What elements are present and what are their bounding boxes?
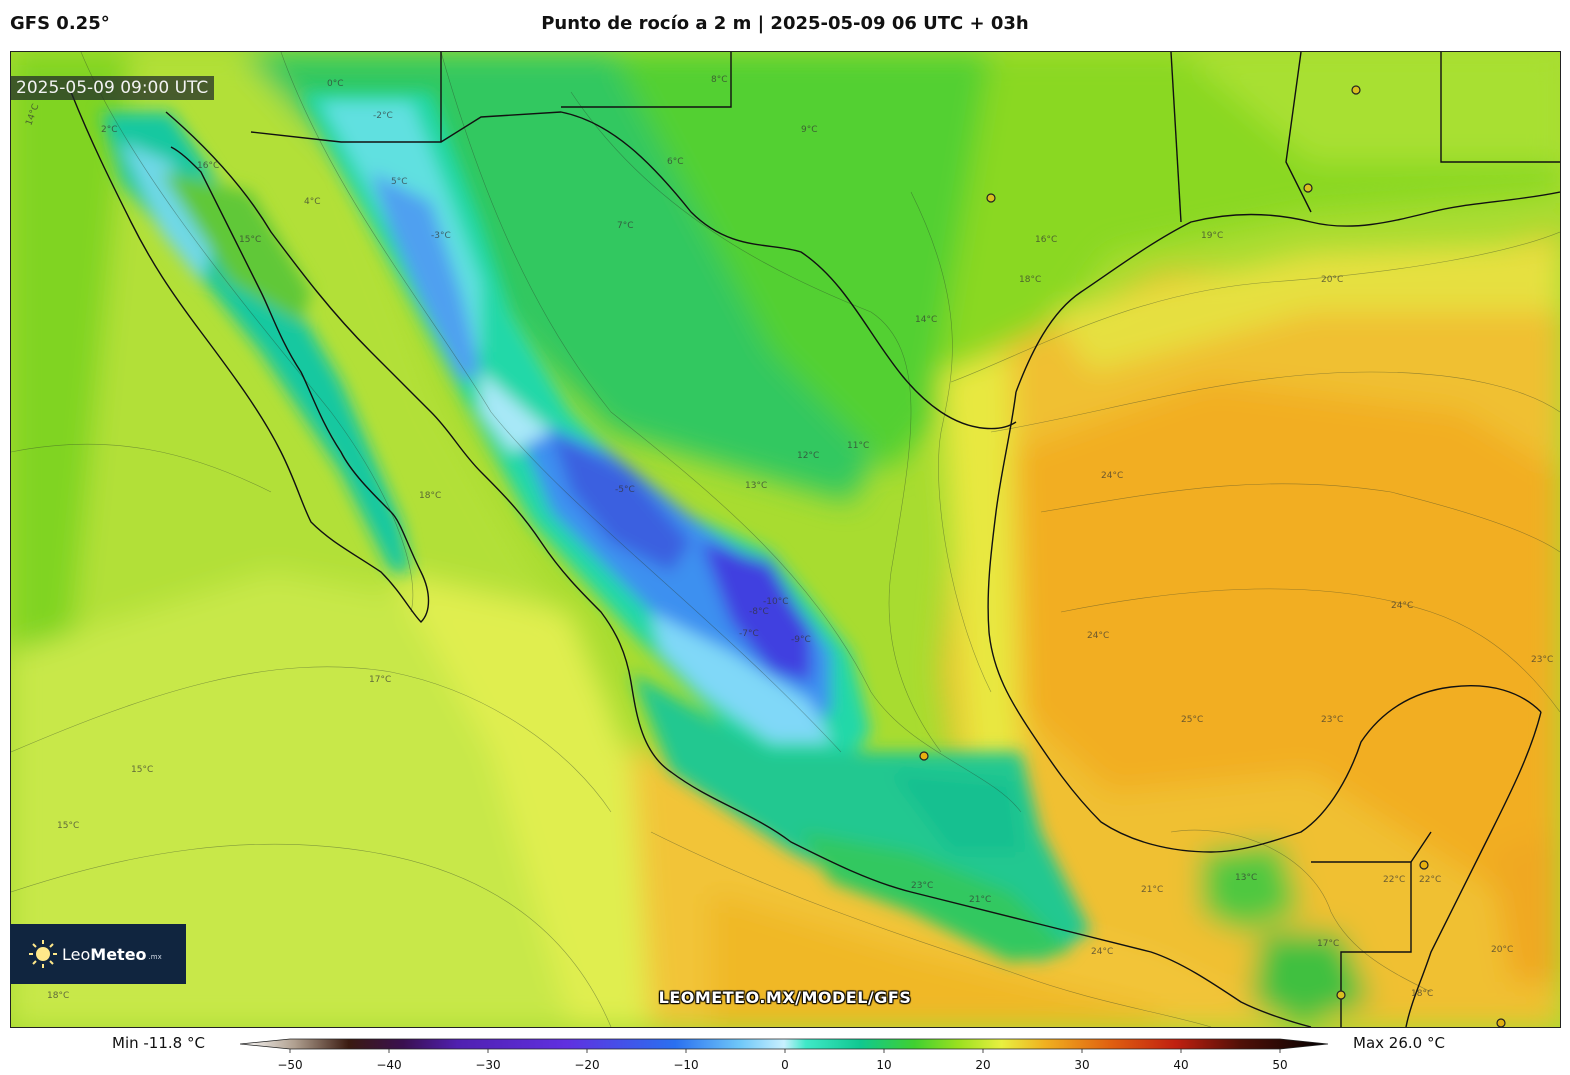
contour-label: 18°C (419, 491, 441, 501)
contour-label: -2°C (373, 111, 393, 121)
contour-label: 20°C (1491, 945, 1513, 955)
contour-label: 0°C (327, 79, 344, 89)
contour-label: -3°C (431, 231, 451, 241)
contour-label: -9°C (791, 635, 811, 645)
colorbar-tick-label: −40 (376, 1058, 402, 1072)
contour-label: 24°C (1391, 601, 1413, 611)
source-watermark: LEOMETEO.MX/MODEL/GFS (658, 988, 912, 1007)
contour-label: 11°C (847, 441, 869, 451)
contour-label: 23°C (911, 881, 933, 891)
contour-label: 15°C (131, 765, 153, 775)
contour-label: 16°C (1035, 235, 1057, 245)
contour-label: 24°C (1087, 631, 1109, 641)
contour-label: 21°C (969, 895, 991, 905)
contour-label: 6°C (667, 157, 684, 167)
field-shading-cold (101, 92, 1091, 962)
contour-label: 5°C (391, 177, 408, 187)
contour-label: 17°C (1317, 939, 1339, 949)
contour-label: 16°C (197, 161, 219, 171)
colorbar (240, 1038, 1329, 1053)
colorbar-tick-label: −50 (277, 1058, 303, 1072)
contour-label-layer: 14°C 0°C -2°C 5°C 2°C 16°C 15°C 4°C 8°C … (24, 75, 1553, 1001)
colorbar-tick-label: 30 (1074, 1058, 1090, 1072)
map-canvas: 14°C 0°C -2°C 5°C 2°C 16°C 15°C 4°C 8°C … (11, 52, 1560, 1027)
colorbar-bar (240, 1038, 1329, 1050)
colorbar-tick-label: 50 (1272, 1058, 1288, 1072)
colorbar-tick-label: −10 (673, 1058, 699, 1072)
contour-label: 22°C (1419, 875, 1441, 885)
contour-label: 18°C (1019, 275, 1041, 285)
colorbar-tick-label: 20 (975, 1058, 991, 1072)
model-name: GFS 0.25° (10, 13, 110, 34)
contour-label: 17°C (369, 675, 391, 685)
dewpoint-map[interactable]: 14°C 0°C -2°C 5°C 2°C 16°C 15°C 4°C 8°C … (10, 51, 1561, 1028)
contour-label: 20°C (1321, 275, 1343, 285)
contour-label: -7°C (739, 629, 759, 639)
contour-label: 8°C (711, 75, 728, 85)
contour-label: 24°C (1101, 471, 1123, 481)
valid-time-label: 2025-05-09 09:00 UTC (10, 76, 215, 100)
contour-label: 4°C (304, 197, 321, 207)
colorbar-tick-label: −30 (475, 1058, 501, 1072)
colorbar-tick-label: 40 (1173, 1058, 1189, 1072)
contour-label: 7°C (617, 221, 634, 231)
contour-label: 18°C (47, 991, 69, 1001)
colorbar-tick-label: −20 (574, 1058, 600, 1072)
contour-label: 18°C (1411, 989, 1433, 999)
colorbar-tick-label: 0 (781, 1058, 789, 1072)
contour-label: 25°C (1181, 715, 1203, 725)
contour-label: 19°C (1201, 231, 1223, 241)
contour-label: -10°C (763, 597, 788, 607)
contour-label: 21°C (1141, 885, 1163, 895)
contour-label: 15°C (57, 821, 79, 831)
contour-label: 23°C (1321, 715, 1343, 725)
contour-lines (11, 52, 1560, 1027)
contour-label: -5°C (615, 485, 635, 495)
contour-label: 24°C (1091, 947, 1113, 957)
logo-suffix: .mx (148, 953, 162, 961)
coastlines (70, 52, 1560, 1027)
contour-label: 12°C (797, 451, 819, 461)
field-shading (11, 52, 1560, 1027)
logo-wordmark: LeoMeteo (62, 944, 147, 964)
city-markers (919, 85, 1506, 1027)
contour-label: 22°C (1383, 875, 1405, 885)
contour-label: 15°C (239, 235, 261, 245)
contour-label: 9°C (801, 125, 818, 135)
colorbar-max-label: Max 26.0 °C (1353, 1034, 1445, 1052)
colorbar-min-label: Min -11.8 °C (112, 1034, 205, 1052)
leometeo-logo[interactable]: LeoMeteo .mx (10, 924, 186, 984)
contour-label: 14°C (915, 315, 937, 325)
sun-icon (29, 940, 57, 968)
colorbar-tick-label: 10 (876, 1058, 892, 1072)
contour-label: 13°C (1235, 873, 1257, 883)
contour-label: 23°C (1531, 655, 1553, 665)
contour-label: -8°C (749, 607, 769, 617)
contour-label: 13°C (745, 481, 767, 491)
contour-label: 2°C (101, 125, 118, 135)
page-title: Punto de rocío a 2 m | 2025-05-09 06 UTC… (541, 13, 1029, 34)
